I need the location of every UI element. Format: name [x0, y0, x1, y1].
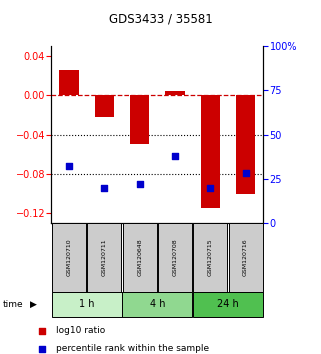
Text: ▶: ▶	[30, 300, 37, 309]
Text: percentile rank within the sample: percentile rank within the sample	[56, 344, 209, 353]
Text: 24 h: 24 h	[217, 299, 239, 309]
Bar	[158, 223, 192, 292]
Point	[66, 164, 72, 169]
Text: GDS3433 / 35581: GDS3433 / 35581	[108, 13, 213, 26]
Point	[137, 181, 142, 187]
Bar	[87, 223, 121, 292]
Text: GSM120710: GSM120710	[66, 239, 72, 276]
Bar	[59, 70, 79, 95]
Bar	[52, 223, 86, 292]
Text: log10 ratio: log10 ratio	[56, 326, 105, 336]
Point	[102, 185, 107, 190]
Bar	[193, 292, 263, 317]
Point	[172, 153, 178, 159]
Bar	[193, 223, 227, 292]
Bar	[122, 292, 192, 317]
Bar	[236, 95, 255, 194]
Bar	[95, 95, 114, 117]
Point	[208, 185, 213, 190]
Text: GSM120711: GSM120711	[102, 239, 107, 276]
Bar	[229, 223, 263, 292]
Bar	[165, 91, 185, 95]
Point	[243, 171, 248, 176]
Text: time: time	[3, 300, 24, 309]
Text: GSM120648: GSM120648	[137, 239, 142, 276]
Text: GSM120716: GSM120716	[243, 239, 248, 276]
Bar	[201, 95, 220, 208]
Bar	[123, 223, 157, 292]
Point	[209, 257, 214, 262]
Text: 4 h: 4 h	[150, 299, 165, 309]
Bar	[130, 95, 149, 144]
Bar	[52, 292, 122, 317]
Point	[209, 96, 214, 101]
Text: GSM120715: GSM120715	[208, 239, 213, 276]
Text: 1 h: 1 h	[79, 299, 94, 309]
Text: GSM120708: GSM120708	[172, 239, 178, 276]
